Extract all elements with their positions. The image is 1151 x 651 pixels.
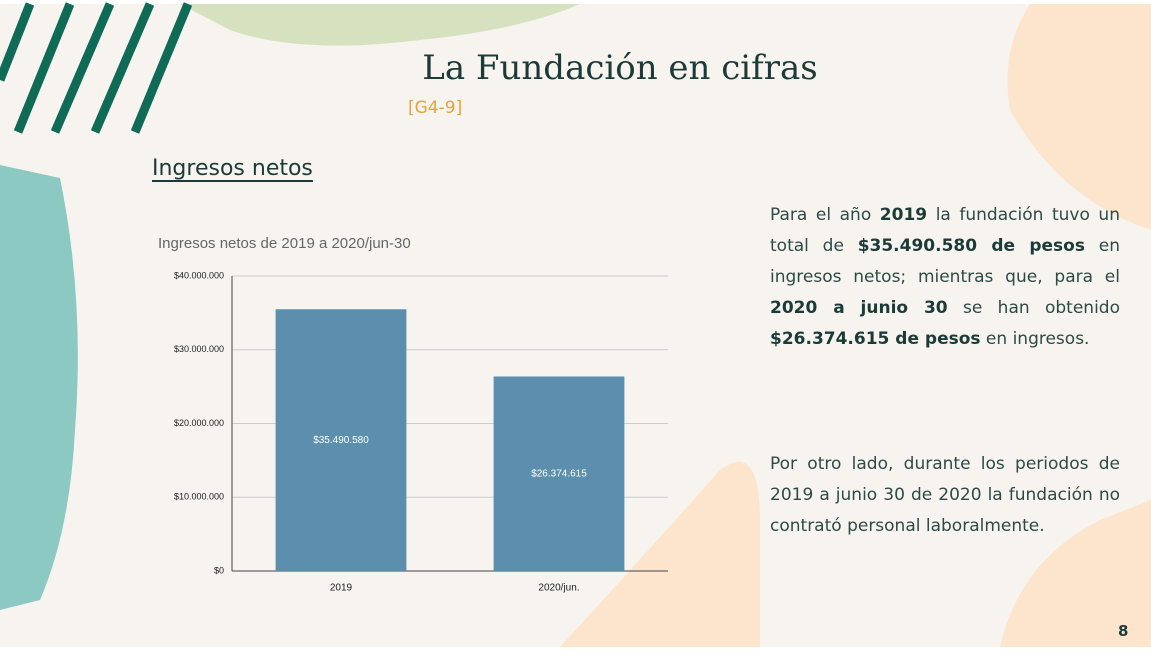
chart-title: Ingresos netos de 2019 a 2020/jun-30 — [158, 235, 411, 252]
y-tick-label: $30.000.000 — [174, 344, 224, 354]
bold-text: 2020 a junio 30 — [770, 298, 948, 318]
x-tick-label: 2019 — [330, 583, 353, 594]
slide-title: La Fundación en cifras — [422, 48, 818, 88]
blob-peach-top — [1007, 4, 1151, 230]
page-number: 8 — [1118, 622, 1129, 640]
text: en ingresos. — [980, 329, 1090, 349]
value-label: $26.374.615 — [531, 468, 587, 479]
bar — [275, 309, 407, 571]
text: la fundación tuvo un total de — [770, 205, 1120, 256]
bold-text: $26.374.615 de pesos — [770, 329, 981, 349]
blob-peach-bottom — [560, 461, 1151, 647]
stripes — [0, 2, 193, 134]
blob-teal — [0, 165, 78, 610]
y-tick-label: $10.000.000 — [174, 492, 224, 502]
text: Por otro lado, durante los periodos de 2… — [770, 454, 1120, 536]
text: en ingresos netos; mientras que, para el — [770, 236, 1120, 287]
paragraph: Por otro lado, durante los periodos de 2… — [770, 449, 1120, 542]
y-tick-label: $0 — [214, 565, 224, 575]
text: Para el año — [770, 205, 880, 225]
value-label: $35.490.580 — [313, 435, 369, 446]
text: se han obtenido — [947, 298, 1120, 318]
bold-text: $35.490.580 de pesos — [857, 236, 1085, 256]
x-tick-label: 2020/jun. — [538, 583, 579, 594]
blob-green — [180, 4, 580, 46]
y-tick-label: $40.000.000 — [174, 270, 224, 280]
section-title: Ingresos netos — [152, 156, 313, 181]
paragraph: Para el año 2019 la fundación tuvo un to… — [770, 200, 1120, 355]
bar — [493, 376, 625, 571]
slide-code: [G4-9] — [408, 98, 463, 118]
bold-text: 2019 — [879, 205, 928, 225]
y-tick-label: $20.000.000 — [174, 418, 224, 428]
